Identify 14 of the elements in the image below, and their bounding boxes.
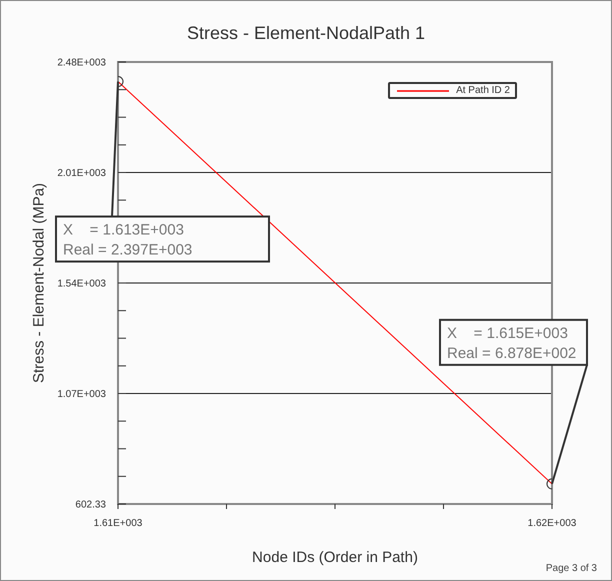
- y-tick-label: 602.33: [75, 500, 106, 511]
- text: Page 3 of 3: [546, 563, 597, 574]
- text: At Path ID 2: [456, 85, 510, 96]
- y-tick-label: 2.01E+003: [57, 168, 106, 180]
- x-tick-label: 1.61E+003: [94, 518, 143, 530]
- y-tick-label: 2.48E+003: [57, 58, 106, 69]
- y-tick-label: 1.07E+003: [57, 389, 106, 400]
- x-axis-title: Node IDs (Order in Path): [252, 549, 418, 566]
- x-tick-label: 1.62E+003: [528, 518, 577, 530]
- annotation: X = 1.613E+003 Real = 2.397E+003: [63, 222, 192, 259]
- annotation: X = 1.615E+003 Real = 6.878E+002: [447, 324, 576, 362]
- chart-title: Stress - Element-NodalPath 1: [186, 23, 426, 44]
- y-axis-title: Stress - Element-Nodal (MPa): [30, 182, 48, 383]
- y-tick-label: 1.54E+003: [57, 278, 106, 290]
